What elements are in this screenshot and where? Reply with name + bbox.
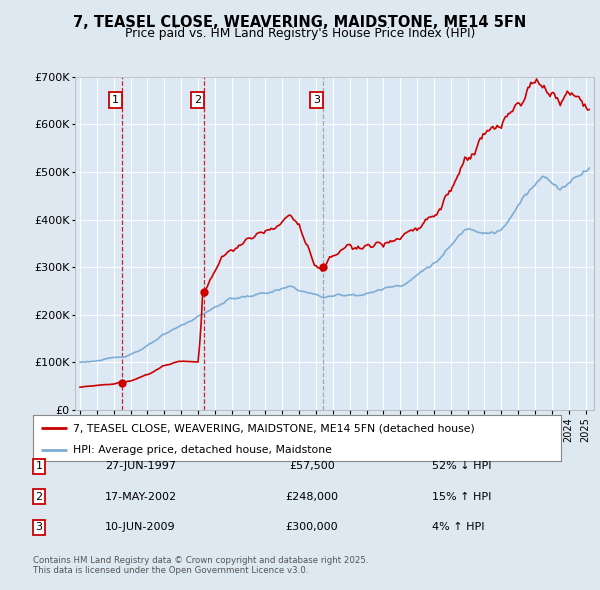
Text: 4% ↑ HPI: 4% ↑ HPI [432, 523, 485, 532]
Text: 17-MAY-2002: 17-MAY-2002 [105, 492, 177, 502]
Text: Price paid vs. HM Land Registry's House Price Index (HPI): Price paid vs. HM Land Registry's House … [125, 27, 475, 40]
Text: 2: 2 [35, 492, 43, 502]
Text: Contains HM Land Registry data © Crown copyright and database right 2025.
This d: Contains HM Land Registry data © Crown c… [33, 556, 368, 575]
Text: 2: 2 [194, 95, 201, 105]
Text: 7, TEASEL CLOSE, WEAVERING, MAIDSTONE, ME14 5FN (detached house): 7, TEASEL CLOSE, WEAVERING, MAIDSTONE, M… [73, 423, 475, 433]
Text: £57,500: £57,500 [289, 461, 335, 471]
Text: 7, TEASEL CLOSE, WEAVERING, MAIDSTONE, ME14 5FN: 7, TEASEL CLOSE, WEAVERING, MAIDSTONE, M… [73, 15, 527, 30]
Text: 3: 3 [313, 95, 320, 105]
Text: 1: 1 [112, 95, 119, 105]
Text: £248,000: £248,000 [286, 492, 338, 502]
Text: 3: 3 [35, 523, 43, 532]
Text: £300,000: £300,000 [286, 523, 338, 532]
Text: 15% ↑ HPI: 15% ↑ HPI [432, 492, 491, 502]
Text: 52% ↓ HPI: 52% ↓ HPI [432, 461, 491, 471]
Text: HPI: Average price, detached house, Maidstone: HPI: Average price, detached house, Maid… [73, 445, 331, 455]
Text: 1: 1 [35, 461, 43, 471]
Text: 27-JUN-1997: 27-JUN-1997 [105, 461, 176, 471]
Text: 10-JUN-2009: 10-JUN-2009 [105, 523, 176, 532]
